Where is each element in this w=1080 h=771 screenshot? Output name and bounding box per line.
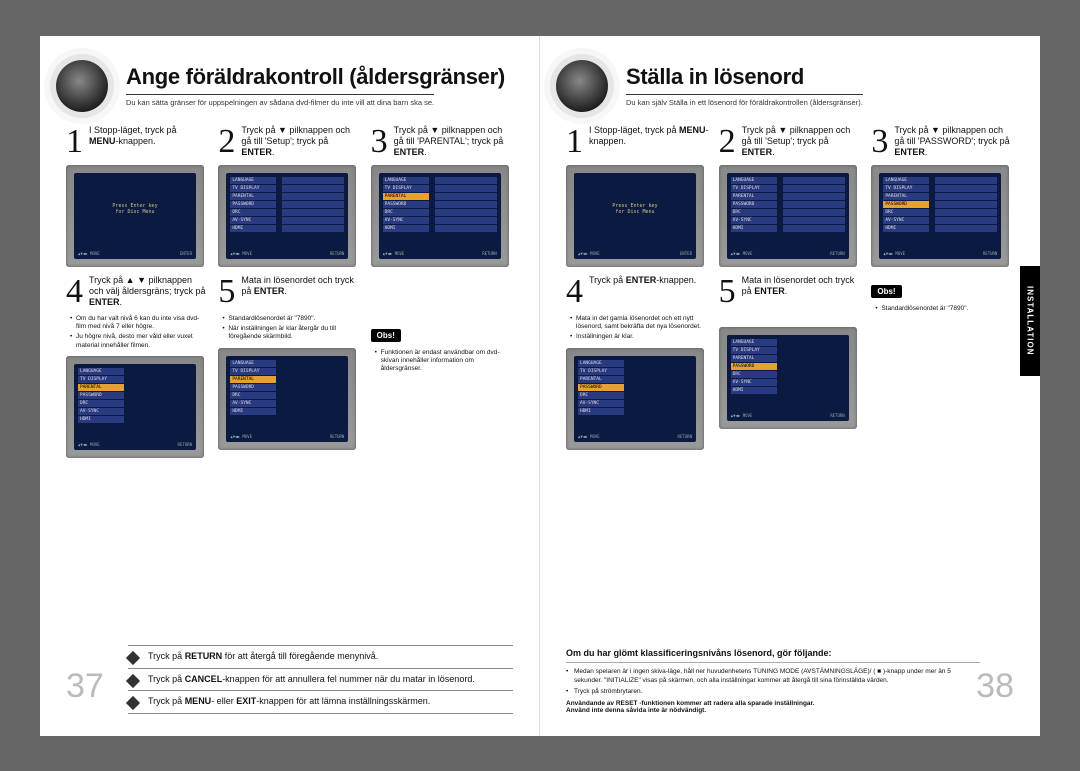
footer-warn: Använd inte denna såvida inte är nödvänd… — [566, 707, 980, 714]
step-text: I Stopp-läget, tryck på MENU-knappen. — [589, 125, 709, 148]
tv-mock: LANGUAGETV DISPLAYPARENTALPASSWORDDRCAV-… — [218, 165, 356, 267]
page-title-left: Ange föräldrakontroll (åldersgränser) — [126, 64, 513, 90]
step-text: Mata in lösenordet och tryck på ENTER. — [742, 275, 862, 298]
page-subtitle-right: Du kan själv Ställa in ett lösenord för … — [626, 94, 863, 107]
setup-values — [282, 177, 344, 233]
tv-mock: LANGUAGETV DISPLAYPARENTALPASSWORDDRCAV-… — [218, 348, 356, 450]
manual-spread: Ange föräldrakontroll (åldersgränser) Du… — [40, 36, 1040, 736]
page-title-right: Ställa in lösenord — [626, 64, 1014, 90]
tv-mock: Press Enter keyfor Disc Menu ▲▼◀▶ MOVEEN… — [566, 165, 704, 267]
obs-badge: Obs! — [371, 329, 401, 342]
obs-badge: Obs! — [871, 285, 901, 298]
setup-values — [935, 177, 997, 233]
step-number: 3 — [871, 125, 888, 159]
diamond-icon — [126, 696, 140, 710]
step-5: 5 Mata in lösenordet och tryck på ENTER.… — [218, 275, 360, 459]
setup-menu: LANGUAGETV DISPLAYPARENTALPASSWORDDRCAV-… — [731, 177, 777, 233]
step-text: Tryck på ▲ ▼ pilknappen och välj åldersg… — [89, 275, 208, 309]
footer-line: Tryck på MENU- eller EXIT-knappen för at… — [148, 695, 430, 709]
step-number: 1 — [566, 125, 583, 159]
step-number: 2 — [218, 125, 235, 159]
setup-menu: LANGUAGETV DISPLAYPARENTALPASSWORDDRCAV-… — [383, 177, 429, 233]
obs-text: Standardlösenordet är "7890". — [871, 305, 1014, 313]
footer-line: Tryck på RETURN för att återgå till före… — [148, 650, 378, 664]
step-number: 4 — [566, 275, 583, 309]
tv-mock: LANGUAGETV DISPLAYPARENTALPASSWORDDRCAV-… — [566, 348, 704, 450]
setup-menu: LANGUAGETV DISPLAYPARENTALPASSWORDDRCAV-… — [230, 177, 276, 233]
step-text: Tryck på ▼ pilknappen och gå till 'PASSW… — [894, 125, 1014, 159]
setup-menu: LANGUAGETV DISPLAYPARENTALPASSWORDDRCAV-… — [578, 360, 624, 416]
step-number: 5 — [218, 275, 235, 309]
page-subtitle-left: Du kan sätta gränser för uppspelningen a… — [126, 94, 434, 107]
tv-mock: Press Enter keyfor Disc Menu ▲▼◀▶ MOVEEN… — [66, 165, 204, 267]
setup-values — [783, 177, 845, 233]
footer-heading: Om du har glömt klassificeringsnivåns lö… — [566, 648, 980, 663]
step-row-2: 4 Tryck på ENTER-knappen. Mata in det ga… — [566, 275, 1014, 450]
obs-text: Funktionen är endast användbar om dvd-sk… — [371, 349, 513, 374]
footer-line: Tryck på CANCEL-knappen för att annuller… — [148, 673, 475, 687]
step-text: Tryck på ENTER-knappen. — [589, 275, 696, 286]
step-number: 1 — [66, 125, 83, 159]
setup-menu: LANGUAGETV DISPLAYPARENTALPASSWORDDRCAV-… — [731, 339, 777, 395]
tv-mock: LANGUAGETV DISPLAYPARENTALPASSWORDDRCAV-… — [66, 356, 204, 458]
setup-menu: LANGUAGETV DISPLAYPARENTALPASSWORDDRCAV-… — [78, 368, 124, 424]
step-number: 5 — [719, 275, 736, 309]
step-number: 2 — [719, 125, 736, 159]
page-number: 38 — [976, 667, 1014, 706]
setup-menu: LANGUAGETV DISPLAYPARENTALPASSWORDDRCAV-… — [883, 177, 929, 233]
step-4: 4 Tryck på ▲ ▼ pilknappen och välj ålder… — [66, 275, 208, 459]
tv-mock: LANGUAGETV DISPLAYPARENTALPASSWORDDRCAV-… — [719, 165, 857, 267]
step-row-1: 1 I Stopp-läget, tryck på MENU-knappen. … — [66, 125, 513, 267]
step-notes: Standardlösenordet är "7890".När inställ… — [218, 315, 360, 342]
setup-menu: LANGUAGETV DISPLAYPARENTALPASSWORDDRCAV-… — [230, 360, 276, 416]
diamond-icon — [126, 673, 140, 687]
page-number: 37 — [66, 667, 104, 706]
footer-notes-right: Om du har glömt klassificeringsnivåns lö… — [566, 648, 980, 713]
step-1: 1 I Stopp-läget, tryck på MENU-knappen. … — [566, 125, 709, 267]
diamond-icon — [126, 651, 140, 665]
page-38: Ställa in lösenord Du kan själv Ställa i… — [540, 36, 1040, 736]
page-37: Ange föräldrakontroll (åldersgränser) Du… — [40, 36, 540, 736]
footer-warn: Användande av RESET -funktionen kommer a… — [566, 700, 980, 707]
step-3: 3 Tryck på ▼ pilknappen och gå till 'PAR… — [371, 125, 513, 267]
step-2: 2 Tryck på ▼ pilknappen och gå till 'Set… — [218, 125, 360, 267]
speaker-icon — [556, 60, 608, 112]
tv-mock: LANGUAGETV DISPLAYPARENTALPASSWORDDRCAV-… — [871, 165, 1009, 267]
speaker-icon — [56, 60, 108, 112]
step-text: Tryck på ▼ pilknappen och gå till 'Setup… — [742, 125, 862, 159]
step-text: Tryck på ▼ pilknappen och gå till 'PAREN… — [394, 125, 513, 159]
footer-list: Medan spelaren är i ingen skiva-läge, hå… — [566, 667, 980, 696]
side-tab-installation: INSTALLATION — [1020, 266, 1040, 376]
obs-block: Obs! Funktionen är endast användbar om d… — [371, 275, 513, 459]
step-2: 2 Tryck på ▼ pilknappen och gå till 'Set… — [719, 125, 862, 267]
step-4: 4 Tryck på ENTER-knappen. Mata in det ga… — [566, 275, 709, 450]
footer-notes-left: Tryck på RETURN för att återgå till före… — [128, 645, 513, 714]
obs-block: Obs! Standardlösenordet är "7890". — [871, 275, 1014, 450]
step-text: Tryck på ▼ pilknappen och gå till 'Setup… — [241, 125, 360, 159]
step-row-2: 4 Tryck på ▲ ▼ pilknappen och välj ålder… — [66, 275, 513, 459]
step-3: 3 Tryck på ▼ pilknappen och gå till 'PAS… — [871, 125, 1014, 267]
setup-values — [435, 177, 497, 233]
step-text: Mata in lösenordet och tryck på ENTER. — [241, 275, 360, 298]
tv-mock: LANGUAGETV DISPLAYPARENTALPASSWORDDRCAV-… — [719, 327, 857, 429]
step-text: I Stopp-läget, tryck på MENU-knappen. — [89, 125, 208, 148]
step-number: 3 — [371, 125, 388, 159]
step-notes: Mata in det gamla lösenordet och ett nyt… — [566, 315, 709, 342]
tv-mock: LANGUAGETV DISPLAYPARENTALPASSWORDDRCAV-… — [371, 165, 509, 267]
step-1: 1 I Stopp-läget, tryck på MENU-knappen. … — [66, 125, 208, 267]
step-number: 4 — [66, 275, 83, 309]
step-notes: Om du har valt nivå 6 kan du inte visa d… — [66, 315, 208, 351]
step-row-1: 1 I Stopp-läget, tryck på MENU-knappen. … — [566, 125, 1014, 267]
step-5: 5 Mata in lösenordet och tryck på ENTER.… — [719, 275, 862, 450]
